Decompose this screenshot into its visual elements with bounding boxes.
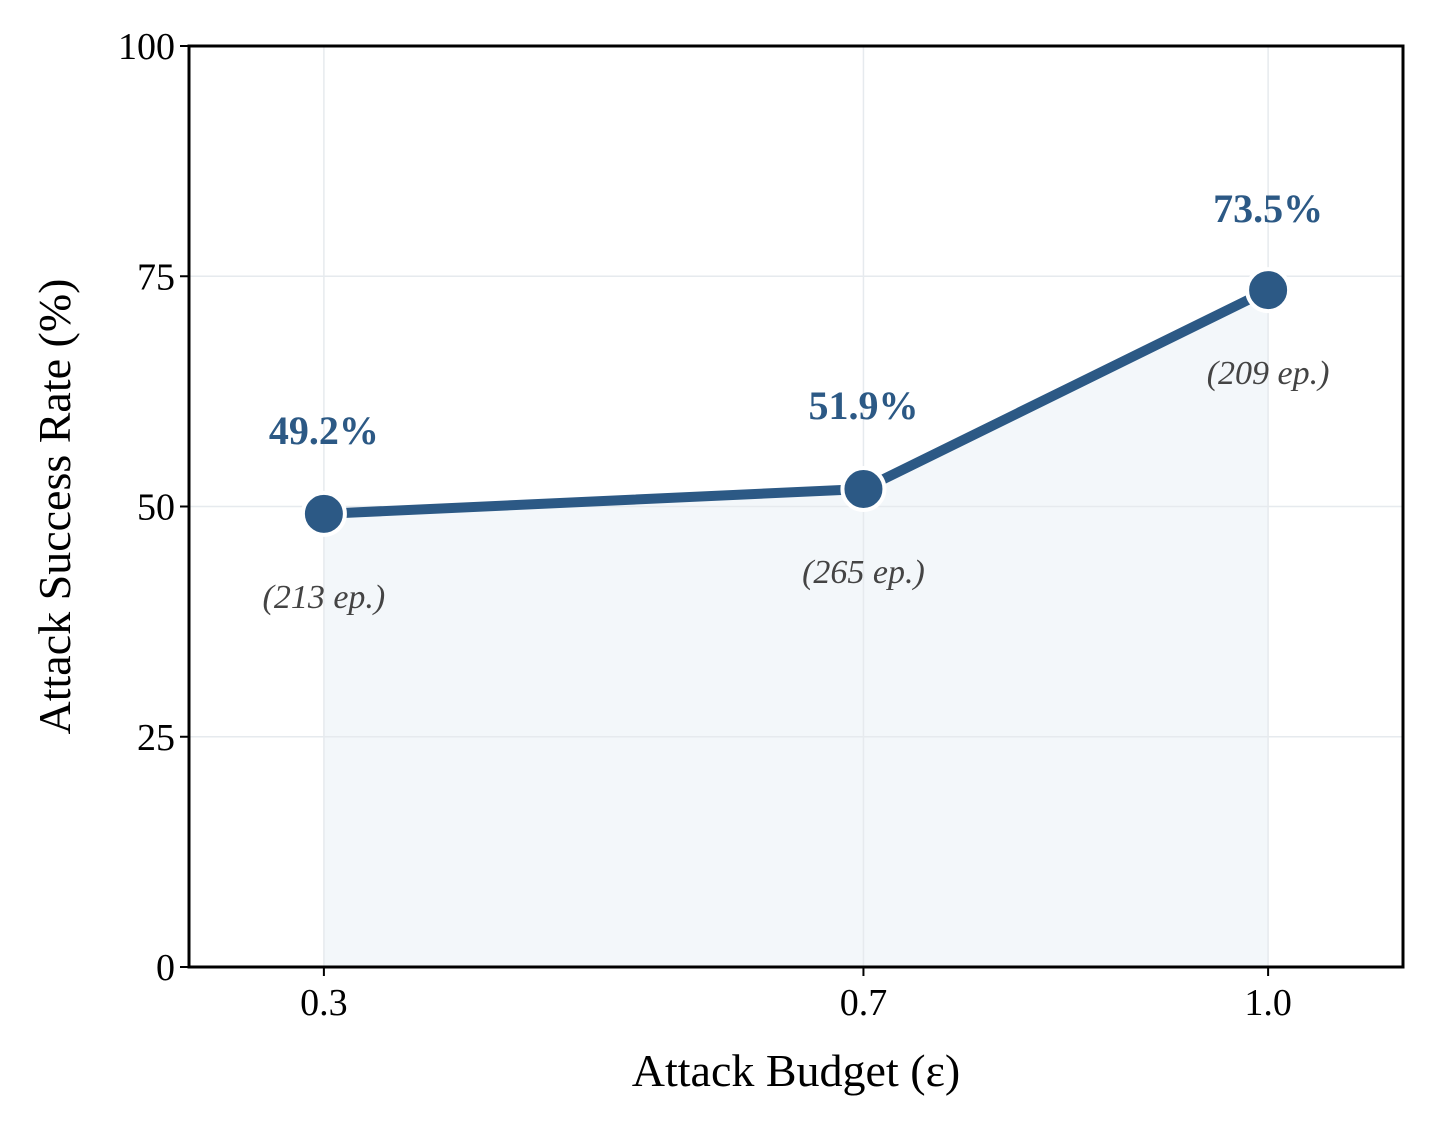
y-tick-label-2: 50: [137, 487, 175, 529]
y-tick-label-0: 0: [156, 947, 175, 989]
x-tick-label-0: 0.3: [300, 982, 348, 1024]
data-point-0: [300, 490, 347, 537]
count-label-2: (209 ep.): [1207, 355, 1330, 392]
area-fill: [323, 290, 1269, 967]
x-tick-label-2: 1.0: [1244, 982, 1292, 1024]
y-tick-label-4: 100: [118, 26, 175, 68]
data-point-1: [840, 466, 887, 513]
count-label-1: (265 ep.): [802, 554, 925, 591]
data-point-2: [1245, 267, 1292, 314]
axis-layer: 0 25 50 75 100 0.3 0.7 1.0: [118, 26, 1292, 1024]
count-label-0: (213 ep.): [263, 579, 386, 616]
y-axis-title: Attack Success Rate (%): [29, 278, 80, 734]
value-label-0: 49.2%: [269, 408, 379, 453]
value-label-2: 73.5%: [1213, 186, 1323, 231]
area-fill-layer: [323, 290, 1269, 967]
data-label-layer: 49.2% (213 ep.) 51.9% (265 ep.) 73.5% (209 ep…: [263, 186, 1330, 616]
x-axis-title: Attack Budget (ε): [632, 1045, 960, 1096]
y-tick-label-3: 75: [137, 256, 175, 298]
marker-layer: [300, 267, 1292, 537]
value-label-1: 51.9%: [808, 383, 918, 428]
y-tick-label-1: 25: [137, 717, 175, 759]
x-tick-label-1: 0.7: [840, 982, 888, 1024]
